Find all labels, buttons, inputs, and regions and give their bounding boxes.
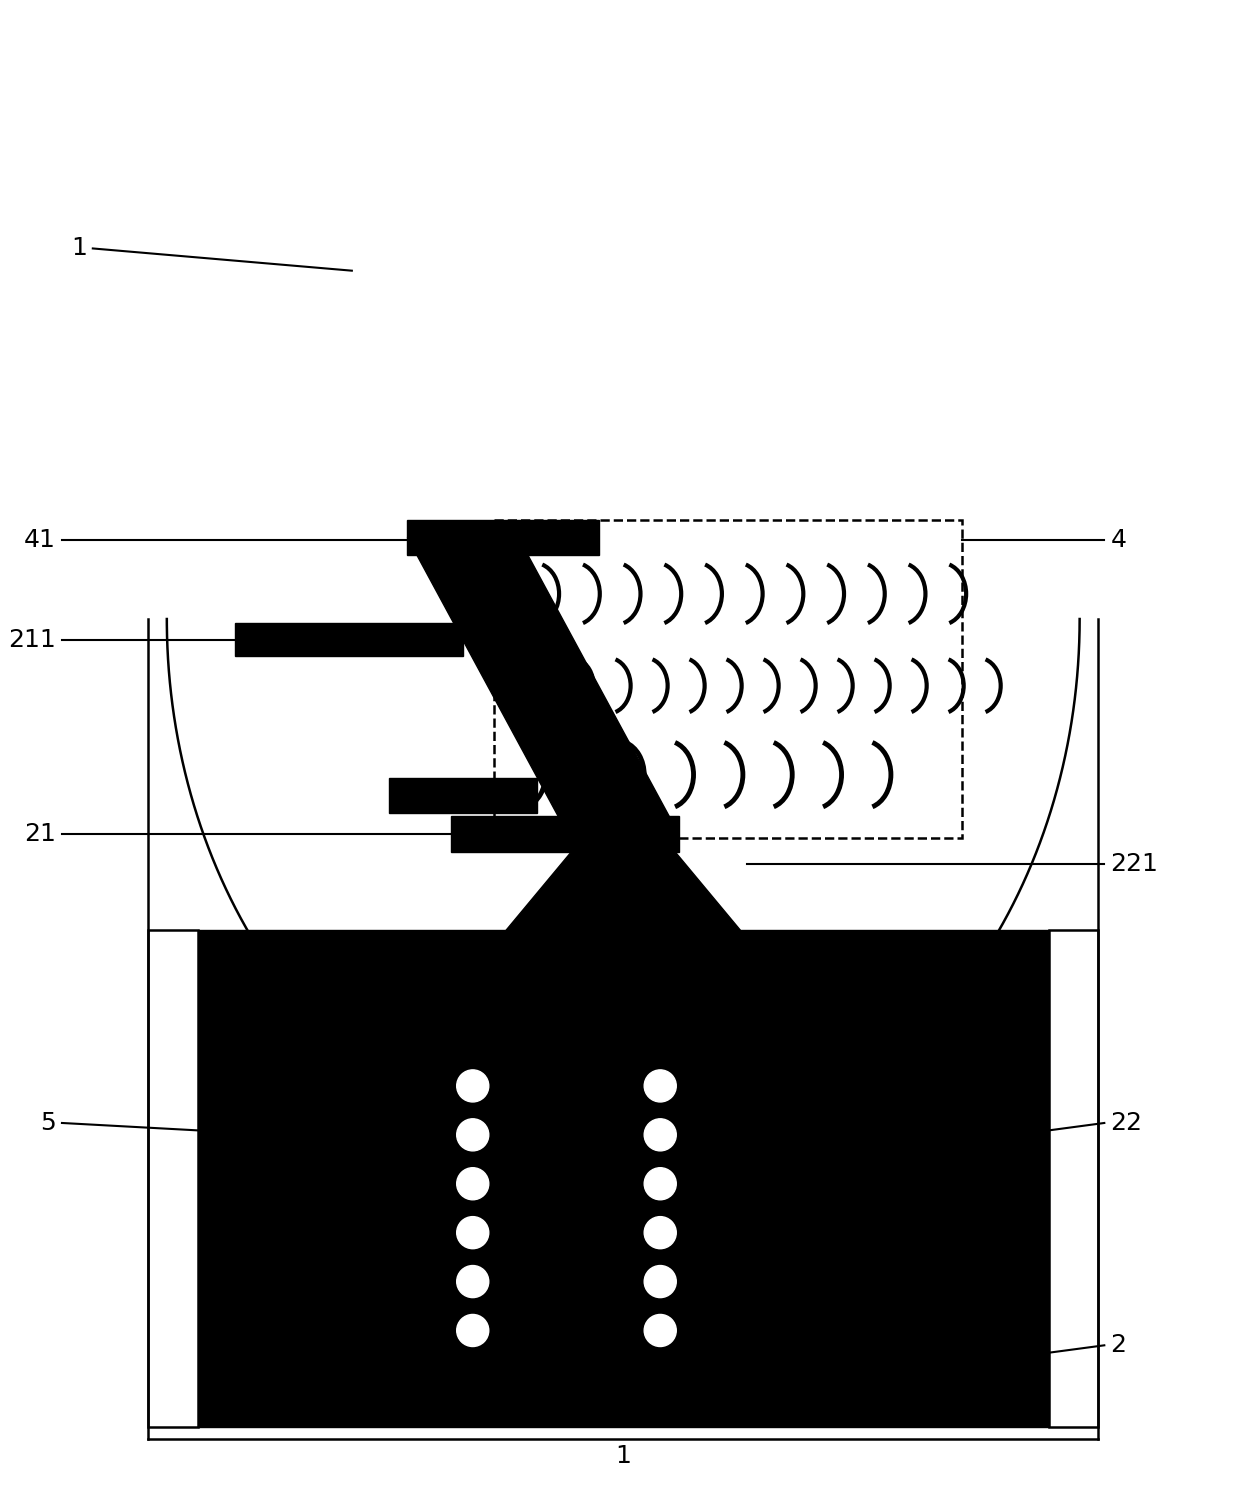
Circle shape xyxy=(456,1119,489,1150)
Text: 5: 5 xyxy=(40,1112,56,1135)
Text: 21: 21 xyxy=(24,822,56,846)
Bar xyxy=(149,930,197,1427)
Text: 4: 4 xyxy=(1111,529,1126,553)
Circle shape xyxy=(645,1265,676,1298)
Bar xyxy=(408,520,599,556)
Text: 1: 1 xyxy=(71,237,87,261)
Circle shape xyxy=(456,1265,489,1298)
Circle shape xyxy=(456,1314,489,1347)
Bar xyxy=(197,930,1049,1427)
Bar xyxy=(450,817,678,852)
Circle shape xyxy=(645,1119,676,1150)
Polygon shape xyxy=(408,538,678,834)
Circle shape xyxy=(456,1070,489,1103)
Polygon shape xyxy=(506,834,740,930)
Text: 22: 22 xyxy=(1111,1112,1142,1135)
Bar xyxy=(1049,930,1099,1427)
Bar xyxy=(494,520,962,839)
Bar xyxy=(389,778,537,814)
Text: 221: 221 xyxy=(1111,852,1158,876)
Circle shape xyxy=(456,1217,489,1249)
Bar xyxy=(234,623,463,656)
Text: 1: 1 xyxy=(615,1444,631,1469)
Circle shape xyxy=(645,1217,676,1249)
Circle shape xyxy=(645,1168,676,1199)
Circle shape xyxy=(645,1314,676,1347)
Circle shape xyxy=(645,1070,676,1103)
Circle shape xyxy=(456,1168,489,1199)
Text: 211: 211 xyxy=(7,627,56,651)
Text: 41: 41 xyxy=(24,529,56,553)
Text: 2: 2 xyxy=(1111,1334,1126,1357)
